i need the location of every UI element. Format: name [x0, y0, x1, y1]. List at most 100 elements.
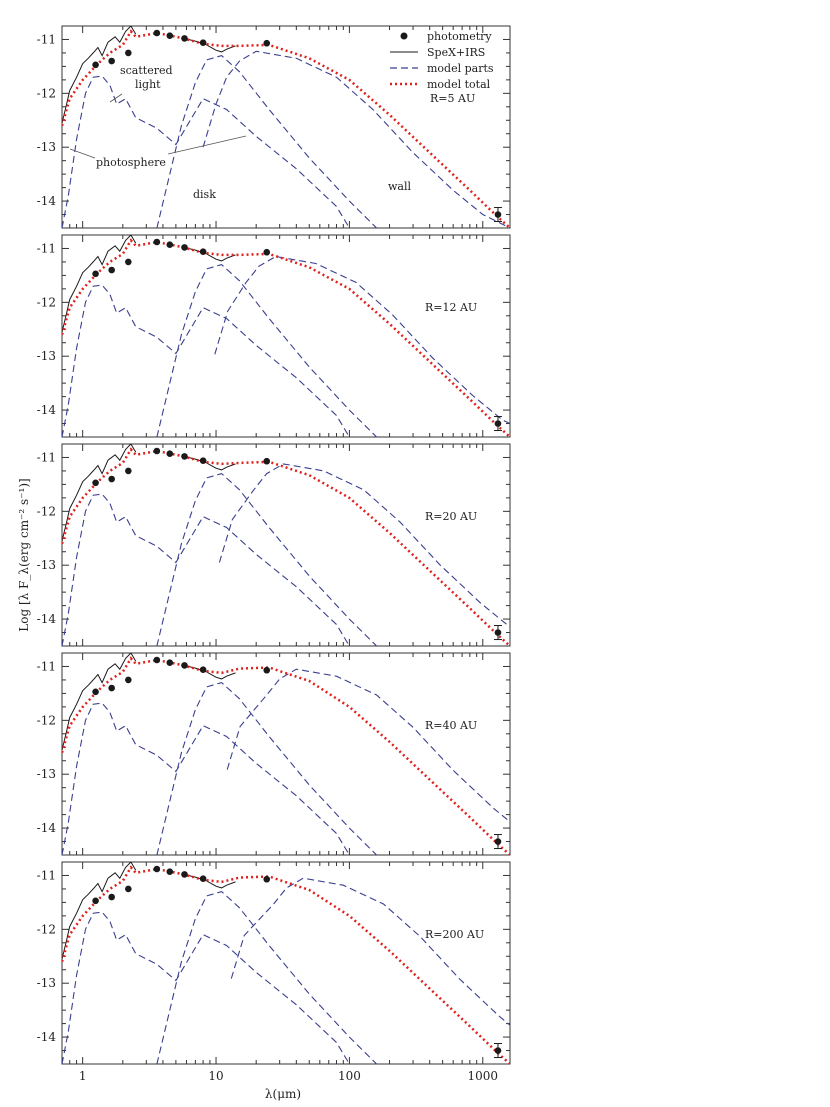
legend-spex-label: SpeX+IRS [427, 46, 485, 59]
photometry-point [263, 457, 271, 465]
photometry-point [181, 244, 188, 251]
spex-irs-line [181, 37, 236, 53]
photometry-point [153, 238, 161, 246]
disk-line [156, 681, 377, 855]
disk-line [156, 890, 377, 1064]
legend-photometry-label: photometry [427, 30, 492, 43]
y-tick-label: -14 [37, 194, 57, 208]
scattered-light-label-line1: scattered [120, 64, 173, 77]
photometry-point [125, 676, 132, 684]
disk-line [156, 54, 377, 228]
disk-label: disk [193, 188, 216, 201]
legend-photometry-marker [400, 32, 408, 40]
legend-parts-label: model parts [427, 62, 494, 75]
photometry-point [108, 684, 115, 692]
wall-line [218, 463, 510, 628]
photometry-point [181, 871, 188, 878]
y-tick-label: -11 [37, 241, 56, 255]
panel-5: -11 -12 -13 -14 1 10 100 1000 R=200 AU [37, 861, 511, 1083]
legend-total-label: model total [427, 78, 491, 91]
annotations: scattered light photosphere disk wall [69, 64, 411, 201]
panel-plot-area [62, 862, 510, 1064]
y-tick-label: -11 [37, 868, 56, 882]
photometry-point [153, 865, 161, 873]
photometry-point [108, 475, 115, 483]
wall-label: wall [388, 180, 411, 193]
photometry-point [125, 467, 132, 475]
disk-line [156, 263, 377, 437]
photosphere-line [62, 911, 350, 1064]
wall-line [202, 50, 510, 228]
panel-3: -11 -12 -13 -14 R=20 AU [37, 443, 511, 647]
spex-irs-line [181, 873, 236, 889]
y-tick-label: -14 [37, 612, 57, 626]
spex-irs-line [181, 664, 236, 680]
photometry-point [153, 29, 161, 37]
y-axis-title: Log [λ F_λ(erg cm⁻² s⁻¹)] [17, 478, 31, 631]
photometry-point [199, 39, 207, 46]
photometry-point [108, 57, 115, 65]
photosphere-line [62, 493, 350, 646]
spex-irs-line [62, 26, 137, 124]
photometry-point [108, 893, 115, 901]
radius-label: R=12 AU [425, 301, 477, 314]
panel-plot-area [62, 235, 510, 437]
photometry-point [166, 868, 174, 875]
spex-irs-line [181, 246, 236, 262]
panel-4: -11 -12 -13 -14 R=40 AU [37, 652, 511, 856]
photosphere-line [62, 702, 350, 855]
y-tick-label: -14 [37, 403, 57, 417]
x-tick-label: 1000 [468, 1069, 499, 1083]
y-tick-label: -13 [37, 349, 56, 363]
y-tick-label: -14 [37, 821, 57, 835]
photometry-point [263, 666, 271, 674]
radius-label: R=200 AU [425, 928, 484, 941]
photometry-point [92, 688, 99, 696]
y-tick-label: -13 [37, 558, 56, 572]
y-tick-label: -13 [37, 976, 56, 990]
photometry-point [199, 457, 207, 464]
panel-1: -11 -12 -13 -14 R=5 AU [37, 25, 511, 229]
photometry-point [125, 258, 132, 266]
photometry-point [181, 453, 188, 460]
y-tick-label: -11 [37, 32, 56, 46]
photosphere-pointer-left [69, 148, 96, 159]
y-tick-label: -13 [37, 767, 56, 781]
x-axis-title: λ(μm) [265, 1087, 301, 1101]
photometry-point [125, 885, 132, 893]
panel-frame [61, 234, 511, 438]
panel-2: -11 -12 -13 -14 R=12 AU [37, 234, 511, 438]
photometry-point [199, 666, 207, 673]
wall-line [230, 877, 510, 1026]
y-tick-label: -12 [37, 713, 56, 727]
photometry-point [153, 447, 161, 455]
photometry-point [92, 270, 99, 278]
spex-irs-line [62, 862, 137, 960]
spex-irs-line [181, 455, 236, 471]
panel-frame [61, 443, 511, 647]
panel-frame [61, 861, 511, 1065]
photometry-point [263, 39, 271, 47]
y-tick-label: -12 [37, 86, 56, 100]
photometry-point [166, 241, 174, 248]
y-tick-label: -14 [37, 1030, 57, 1044]
photometry-point [181, 662, 188, 669]
radius-label: R=40 AU [425, 719, 477, 732]
photometry-point [166, 32, 174, 39]
panel-frame [61, 652, 511, 856]
spex-irs-line [62, 653, 137, 751]
photometry-point [263, 248, 271, 256]
photometry-point [263, 875, 271, 883]
y-tick-label: -12 [37, 922, 56, 936]
photometry-point [199, 248, 207, 255]
legend: photometry SpeX+IRS model parts model to… [390, 30, 494, 91]
x-tick-label: 100 [338, 1069, 361, 1083]
photosphere-line [62, 75, 350, 228]
panel-plot-area [62, 444, 510, 646]
scattered-light-pointer [109, 93, 123, 103]
photometry-point [166, 450, 174, 457]
wall-line [226, 668, 510, 823]
photometry-point [166, 659, 174, 666]
disk-line [156, 472, 377, 646]
